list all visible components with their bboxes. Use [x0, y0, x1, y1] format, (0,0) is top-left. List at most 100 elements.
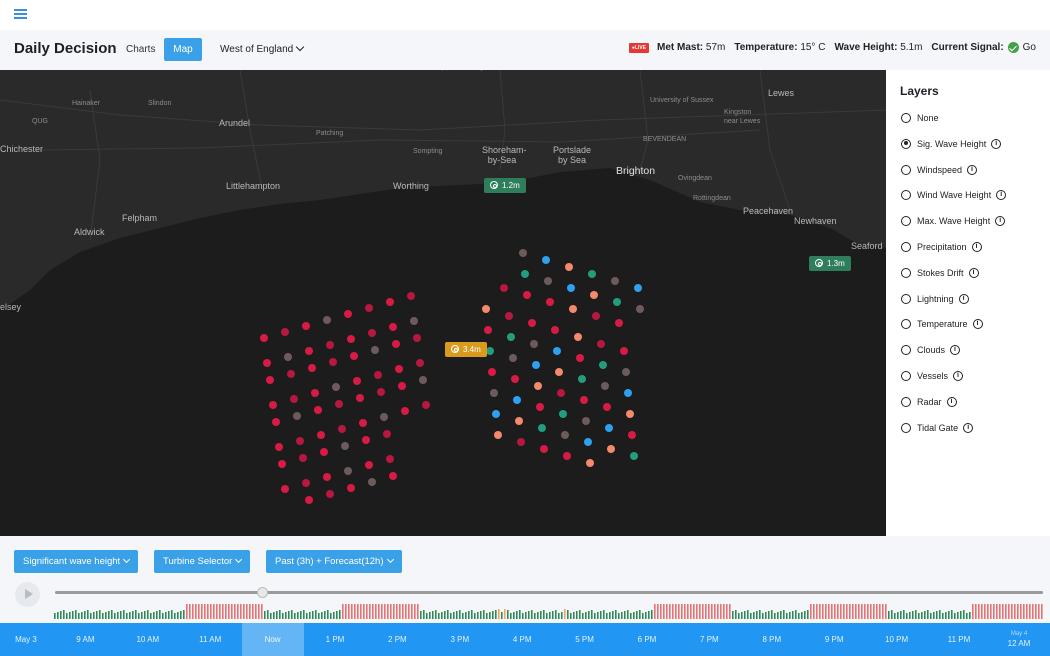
turbine-marker[interactable] — [607, 445, 615, 453]
turbine-marker[interactable] — [605, 424, 613, 432]
turbine-marker[interactable] — [380, 413, 388, 421]
turbine-marker[interactable] — [290, 395, 298, 403]
turbine-marker[interactable] — [611, 277, 619, 285]
timeline-tick[interactable]: Now — [241, 623, 304, 656]
turbine-marker[interactable] — [344, 310, 352, 318]
turbine-marker[interactable] — [314, 406, 322, 414]
turbine-marker[interactable] — [599, 361, 607, 369]
buoy-marker[interactable]: 3.4m — [445, 342, 487, 357]
turbine-marker[interactable] — [365, 461, 373, 469]
turbine-marker[interactable] — [557, 389, 565, 397]
timeline-tick[interactable]: 10 AM — [136, 635, 160, 644]
turbine-marker[interactable] — [578, 375, 586, 383]
region-dropdown[interactable]: West of England — [220, 38, 305, 61]
turbine-marker[interactable] — [563, 452, 571, 460]
tab-charts[interactable]: Charts — [126, 44, 156, 55]
turbine-marker[interactable] — [386, 455, 394, 463]
turbine-marker[interactable] — [620, 347, 628, 355]
turbine-marker[interactable] — [368, 329, 376, 337]
turbine-marker[interactable] — [509, 354, 517, 362]
radio-button[interactable] — [901, 319, 911, 330]
turbine-marker[interactable] — [377, 388, 385, 396]
layer-option[interactable]: Tidal Gate i — [901, 421, 974, 435]
turbine-marker[interactable] — [419, 376, 427, 384]
turbine-marker[interactable] — [511, 375, 519, 383]
radio-button[interactable] — [901, 190, 911, 201]
timeline-tick[interactable]: May 4 12 AM — [990, 623, 1048, 656]
turbine-marker[interactable] — [353, 377, 361, 385]
turbine-marker[interactable] — [546, 298, 554, 306]
info-icon[interactable]: i — [958, 293, 969, 304]
turbine-marker[interactable] — [401, 407, 409, 415]
turbine-marker[interactable] — [263, 359, 271, 367]
info-icon[interactable]: i — [995, 216, 1006, 227]
timeline-tick[interactable]: 11 AM — [199, 635, 222, 644]
turbine-marker[interactable] — [296, 437, 304, 445]
layer-option[interactable]: None — [901, 111, 939, 125]
turbine-marker[interactable] — [567, 284, 575, 292]
turbine-marker[interactable] — [335, 400, 343, 408]
turbine-marker[interactable] — [389, 323, 397, 331]
turbine-marker[interactable] — [266, 376, 274, 384]
turbine-marker[interactable] — [362, 436, 370, 444]
turbine-marker[interactable] — [540, 445, 548, 453]
turbine-marker[interactable] — [624, 389, 632, 397]
turbine-marker[interactable] — [392, 340, 400, 348]
turbine-marker[interactable] — [576, 354, 584, 362]
turbine-marker[interactable] — [347, 335, 355, 343]
turbine-marker[interactable] — [275, 443, 283, 451]
radio-button[interactable] — [901, 422, 911, 433]
turbine-marker[interactable] — [302, 479, 310, 487]
radio-button[interactable] — [901, 113, 911, 123]
turbine-marker[interactable] — [371, 346, 379, 354]
info-icon[interactable]: i — [971, 242, 982, 252]
buoy-marker[interactable]: 1.2m — [484, 178, 526, 193]
turbine-marker[interactable] — [519, 249, 527, 257]
timeline-tick[interactable]: 5 PM — [575, 635, 594, 644]
turbine-marker[interactable] — [287, 370, 295, 378]
turbine-marker[interactable] — [272, 418, 280, 426]
turbine-marker[interactable] — [597, 340, 605, 348]
turbine-marker[interactable] — [407, 292, 415, 300]
layer-option[interactable]: Clouds i — [901, 343, 961, 357]
turbine-marker[interactable] — [574, 333, 582, 341]
info-icon[interactable]: i — [963, 422, 974, 433]
turbine-marker[interactable] — [320, 448, 328, 456]
variable-dropdown[interactable]: Significant wave height — [14, 550, 139, 573]
turbine-marker[interactable] — [398, 382, 406, 390]
turbine-marker[interactable] — [530, 340, 538, 348]
turbine-marker[interactable] — [308, 364, 316, 372]
turbine-marker[interactable] — [492, 410, 500, 418]
layer-option[interactable]: Vessels i — [901, 369, 964, 383]
turbine-marker[interactable] — [359, 419, 367, 427]
turbine-marker[interactable] — [368, 478, 376, 486]
turbine-marker[interactable] — [326, 341, 334, 349]
turbine-marker[interactable] — [323, 316, 331, 324]
turbine-marker[interactable] — [374, 371, 382, 379]
turbine-marker[interactable] — [386, 298, 394, 306]
turbine-marker[interactable] — [628, 431, 636, 439]
radio-button[interactable] — [901, 267, 911, 278]
turbine-marker[interactable] — [515, 417, 523, 425]
info-icon[interactable]: i — [953, 371, 964, 381]
layer-option[interactable]: Stokes Drift i — [901, 266, 979, 280]
turbine-marker[interactable] — [302, 322, 310, 330]
turbine-marker[interactable] — [338, 425, 346, 433]
turbine-marker[interactable] — [410, 317, 418, 325]
layer-option[interactable]: Lightning i — [901, 292, 969, 306]
layer-option[interactable]: Temperature i — [901, 317, 983, 331]
turbine-marker[interactable] — [534, 382, 542, 390]
turbine-marker[interactable] — [260, 334, 268, 342]
turbine-marker[interactable] — [532, 361, 540, 369]
turbine-marker[interactable] — [305, 496, 313, 504]
info-icon[interactable]: i — [991, 138, 1002, 149]
info-icon[interactable]: i — [996, 190, 1007, 201]
turbine-marker[interactable] — [341, 442, 349, 450]
turbine-marker[interactable] — [592, 312, 600, 320]
turbine-marker[interactable] — [544, 277, 552, 285]
time-slider-track[interactable] — [55, 591, 1043, 594]
timeline-tick[interactable]: 9 PM — [824, 635, 844, 644]
layer-option[interactable]: Windspeed i — [901, 163, 978, 177]
turbine-marker[interactable] — [326, 490, 334, 498]
info-icon[interactable]: i — [967, 164, 978, 175]
